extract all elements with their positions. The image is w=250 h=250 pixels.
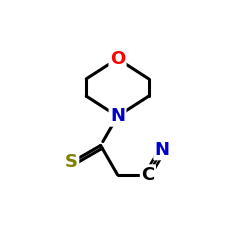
Text: N: N bbox=[110, 107, 125, 125]
Text: N: N bbox=[155, 141, 170, 159]
Text: C: C bbox=[141, 166, 154, 184]
Text: S: S bbox=[65, 153, 78, 171]
Text: O: O bbox=[110, 50, 125, 68]
